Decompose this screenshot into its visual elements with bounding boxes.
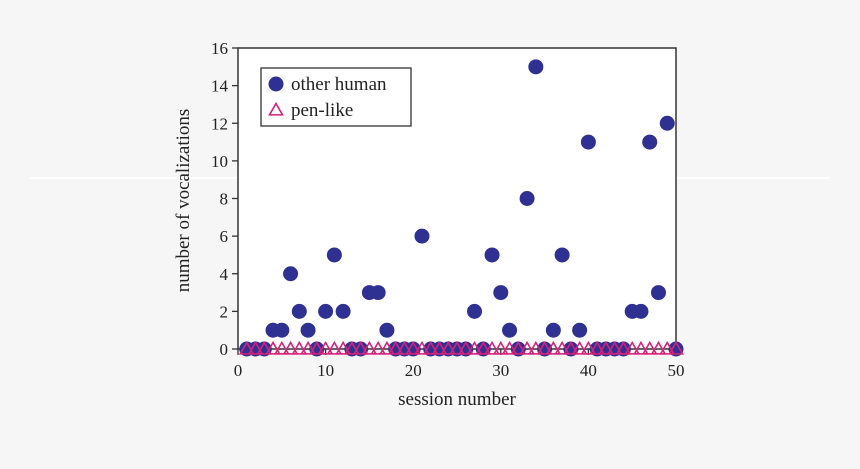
data-point-other-human [326,247,342,263]
data-point-other-human [467,303,483,319]
data-point-other-human [318,303,334,319]
data-point-pen-like [370,340,387,355]
data-point-pen-like [387,340,404,355]
data-point-pen-like [457,340,474,355]
data-point-pen-like [650,340,667,355]
data-point-pen-like [300,340,316,355]
data-point-other-human [291,303,307,319]
data-point-pen-like [396,340,413,355]
data-point-pen-like [598,340,614,355]
y-tick-label: 10 [211,152,228,171]
data-point-pen-like [238,340,255,355]
data-point-pen-like [466,340,483,355]
data-point-other-human [335,303,351,319]
data-point-pen-like [554,340,570,355]
data-point-pen-like [291,340,308,355]
data-point-pen-like [256,340,273,355]
data-point-pen-like [440,340,457,355]
data-point-pen-like [606,340,623,355]
legend-label-other-human: other human [291,74,387,95]
data-point-pen-like [317,340,334,355]
data-point-other-human [300,322,316,338]
data-point-pen-like [624,340,641,355]
legend-box [260,67,412,127]
data-point-pen-like [379,340,395,355]
data-point-other-human [519,191,535,206]
data-point-pen-like [641,340,658,355]
data-point-other-human [528,59,544,75]
data-point-pen-like [475,340,492,355]
data-point-pen-like [519,340,535,355]
data-point-pen-like [563,340,579,355]
data-point-pen-like [668,340,684,355]
data-point-pen-like [633,340,649,355]
data-point-pen-like [335,340,351,355]
data-point-pen-like [580,340,597,355]
data-point-other-human [379,322,395,338]
data-point-other-human [659,115,675,131]
y-tick-label: 4 [220,265,229,284]
data-point-pen-like [414,340,430,355]
data-point-pen-like [344,340,360,355]
data-point-pen-like [352,340,369,355]
data-point-pen-like [492,340,509,355]
data-point-pen-like [589,340,606,355]
data-point-other-human [545,322,561,338]
data-point-other-human [493,285,509,301]
x-tick-label: 30 [492,361,509,380]
data-point-other-human [274,322,290,338]
data-point-other-human [554,247,570,263]
y-tick-label: 12 [211,114,228,133]
data-point-pen-like [510,340,527,355]
y-tick-label: 8 [220,190,229,209]
data-point-pen-like [273,340,290,355]
data-point-pen-like [265,340,281,355]
x-tick-label: 10 [317,361,334,380]
data-point-other-human [572,322,588,338]
x-tick-label: 40 [580,361,597,380]
data-point-pen-like [449,340,465,355]
x-tick-label: 0 [234,361,243,380]
data-point-pen-like [571,340,588,355]
y-tick-label: 14 [211,77,229,96]
data-point-pen-like [326,340,343,355]
legend-label-pen-like: pen-like [291,100,353,121]
y-tick-label: 6 [220,227,229,246]
data-point-other-human [502,322,518,338]
data-point-pen-like [536,340,553,355]
legend-marker-pen-like [268,101,284,116]
data-point-other-human [580,134,596,150]
data-point-pen-like [484,340,500,355]
data-point-pen-like [431,340,448,355]
data-point-pen-like [527,340,544,355]
y-tick-label: 0 [220,340,229,359]
data-point-other-human [414,228,430,244]
data-point-pen-like [545,340,562,355]
x-axis-label: session number [398,389,516,410]
data-point-pen-like [405,340,422,355]
data-point-other-human [370,285,386,301]
data-point-pen-like [308,340,325,355]
data-point-pen-like [422,340,439,355]
y-tick-label: 16 [211,39,228,58]
data-point-pen-like [659,340,676,355]
data-point-other-human [283,266,299,282]
y-tick-label: 2 [220,302,229,321]
data-point-pen-like [501,340,518,355]
legend-marker-other-human [268,76,284,92]
data-point-other-human [633,303,649,319]
data-point-other-human [642,134,658,150]
y-axis-label: number of vocalizations [173,109,194,293]
x-tick-label: 50 [668,361,685,380]
data-point-other-human [650,285,666,301]
data-point-pen-like [615,340,632,355]
data-point-pen-like [247,340,264,355]
data-point-pen-like [361,340,378,355]
data-point-other-human [484,247,500,263]
data-point-pen-like [282,340,299,355]
x-tick-label: 20 [405,361,422,380]
